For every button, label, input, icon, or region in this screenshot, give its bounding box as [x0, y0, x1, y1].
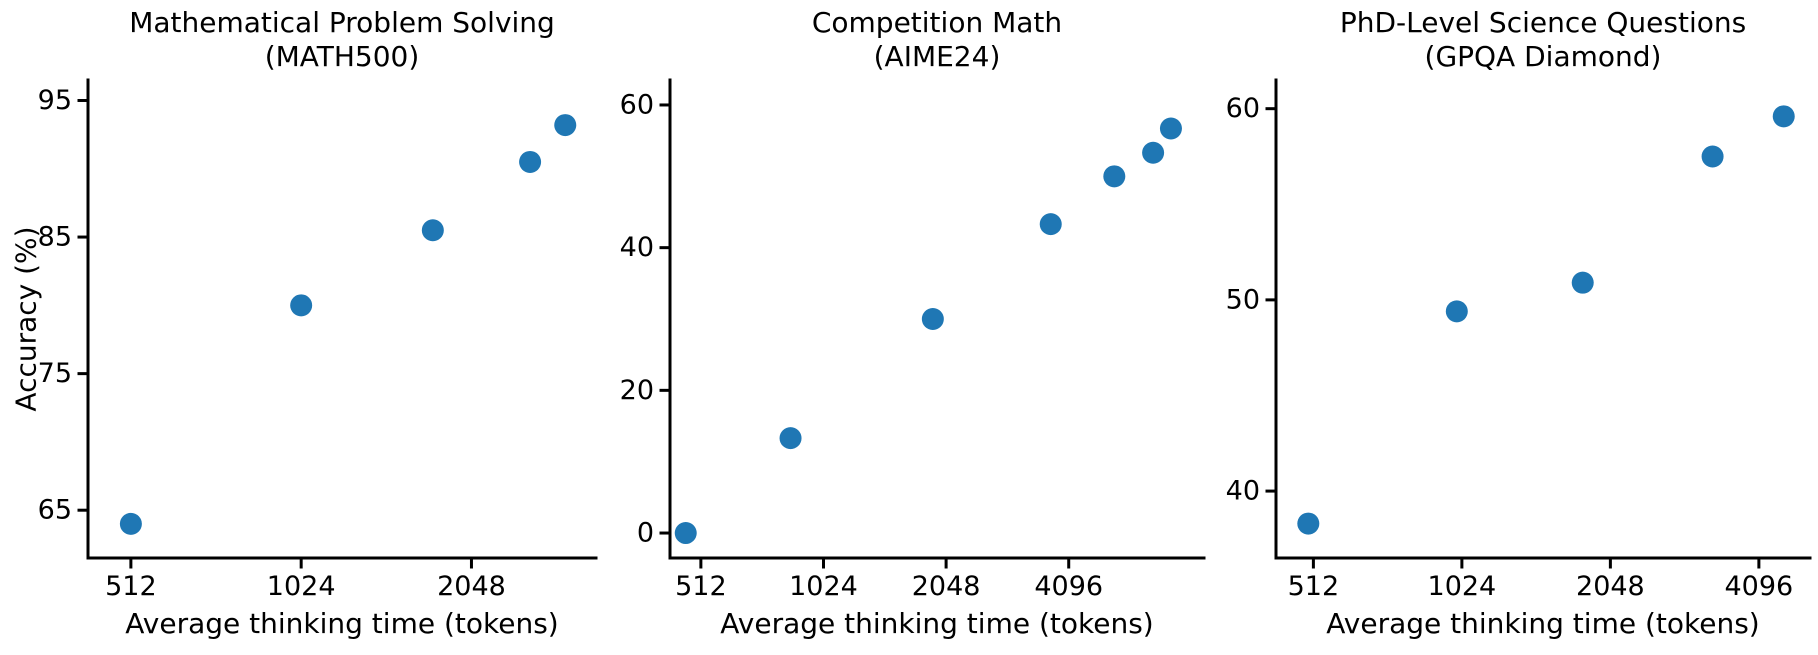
- scatter-plot-math500: 512 1024 2048 65 75 85 95: [38, 78, 598, 602]
- x-tick-label: 1024: [267, 571, 336, 602]
- y-tick-label: 0: [637, 518, 654, 549]
- x-tick-label: 4096: [1034, 571, 1103, 602]
- chart-title-line: (MATH500): [264, 40, 420, 73]
- x-tick-label: 1024: [789, 571, 858, 602]
- scatter-plot-gpqa: 512 1024 2048 4096 40 50 60: [1226, 78, 1812, 602]
- chart-title-line: Competition Math: [811, 6, 1063, 39]
- x-tick-label: 2048: [912, 571, 981, 602]
- data-point: [1445, 300, 1468, 323]
- x-tick-label: 4096: [1725, 571, 1794, 602]
- data-point: [1571, 271, 1594, 294]
- x-tick-label: 512: [105, 571, 157, 602]
- chart-title: Mathematical Problem Solving (MATH500): [88, 6, 596, 74]
- data-point: [921, 308, 944, 330]
- x-axis-label: Average thinking time (tokens): [125, 607, 559, 640]
- data-point: [1701, 145, 1724, 168]
- data-point: [119, 512, 142, 535]
- y-tick-label: 60: [620, 89, 654, 120]
- data-point: [1297, 512, 1320, 535]
- data-point: [519, 150, 542, 173]
- x-tick-label: 2048: [1576, 571, 1645, 602]
- data-point: [1039, 213, 1062, 236]
- subplot-aime24: Competition Math (AIME24) 512 1024 2048 409…: [606, 0, 1212, 655]
- x-tick-label: 512: [1288, 571, 1340, 602]
- y-tick-label: 20: [620, 375, 654, 406]
- x-tick-label: 2048: [437, 571, 506, 602]
- chart-title: Competition Math (AIME24): [670, 6, 1204, 74]
- subplot-math500: Mathematical Problem Solving (MATH500) A…: [0, 0, 606, 655]
- data-point: [1772, 105, 1795, 128]
- data-point: [421, 219, 444, 242]
- data-point: [1103, 165, 1126, 188]
- chart-title: PhD-Level Science Questions (GPQA Diamon…: [1276, 6, 1810, 74]
- y-tick-label: 85: [38, 222, 72, 253]
- x-axis-label: Average thinking time (tokens): [1326, 607, 1760, 640]
- data-point: [779, 427, 802, 450]
- chart-title-line: PhD-Level Science Questions: [1339, 6, 1747, 39]
- y-tick-label: 95: [38, 85, 72, 116]
- subplot-gpqa-diamond: PhD-Level Science Questions (GPQA Diamon…: [1212, 0, 1818, 655]
- y-tick-label: 60: [1226, 93, 1260, 124]
- data-point: [290, 294, 313, 317]
- y-tick-label: 40: [620, 232, 654, 263]
- y-tick-label: 40: [1226, 476, 1260, 507]
- x-tick-label: 512: [675, 571, 727, 602]
- data-point: [674, 522, 697, 545]
- y-tick-label: 50: [1226, 284, 1260, 315]
- y-tick-label: 75: [38, 358, 72, 389]
- data-point: [554, 114, 577, 137]
- scatter-plot-aime24: 512 1024 2048 4096 0 20 40 60: [620, 78, 1206, 602]
- chart-title-line: Mathematical Problem Solving: [129, 6, 555, 39]
- y-tick-label: 65: [38, 495, 72, 526]
- x-tick-label: 1024: [1428, 571, 1497, 602]
- data-point: [1142, 141, 1165, 164]
- chart-title-line: (GPQA Diamond): [1424, 40, 1662, 73]
- chart-title-line: (AIME24): [873, 40, 1001, 73]
- data-point: [1159, 117, 1182, 140]
- x-axis-label: Average thinking time (tokens): [720, 607, 1154, 640]
